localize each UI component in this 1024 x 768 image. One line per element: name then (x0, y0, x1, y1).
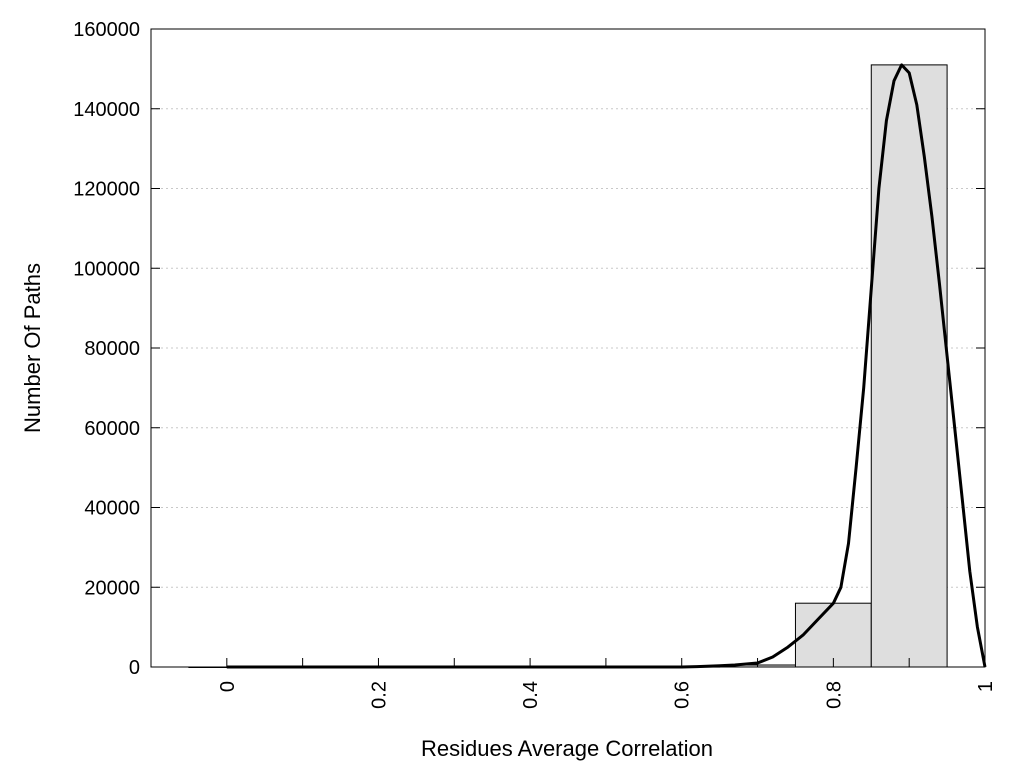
x-axis-title: Residues Average Correlation (421, 736, 713, 761)
grid-lines (151, 108, 985, 588)
axis-ticks (151, 28, 986, 668)
y-tick-label: 120000 (73, 179, 140, 201)
y-axis-title: Number Of Paths (20, 263, 45, 433)
x-tick-label: 0.4 (520, 681, 542, 709)
x-axis-tick-labels: 0 0.2 0.4 0.6 0.8 1 (217, 681, 997, 709)
x-tick-label: 0 (217, 681, 239, 692)
x-tick-label: 0.6 (672, 681, 694, 709)
y-tick-label: 100000 (73, 258, 140, 280)
histogram-bar (870, 64, 948, 668)
histogram-bars (188, 64, 948, 668)
y-tick-label: 60000 (84, 418, 140, 440)
x-tick-label: 0.8 (823, 681, 845, 709)
y-tick-label: 80000 (84, 338, 140, 360)
y-tick-label: 20000 (84, 577, 140, 599)
y-tick-label: 140000 (73, 99, 140, 121)
y-tick-label: 40000 (84, 498, 140, 520)
y-axis-tick-labels: 0 20000 40000 60000 80000 100000 120000 140000 1… (73, 19, 140, 679)
x-tick-label: 0.2 (368, 681, 390, 709)
y-tick-label: 0 (129, 657, 140, 679)
y-tick-label: 160000 (73, 19, 140, 41)
histogram-bar (794, 602, 872, 668)
x-tick-label: 1 (975, 681, 997, 692)
